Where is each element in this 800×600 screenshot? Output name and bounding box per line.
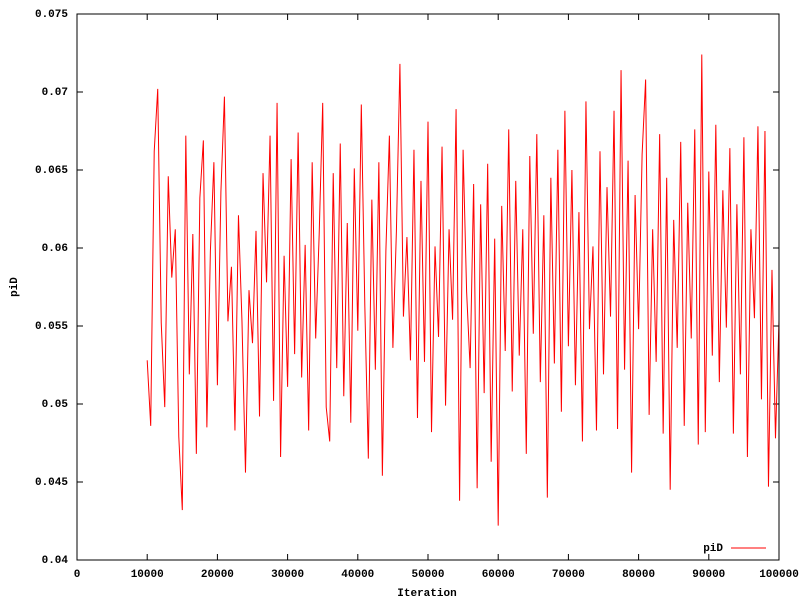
x-axis-label: Iteration [397, 588, 456, 600]
y-tick-label: 0.05 [42, 399, 69, 411]
x-tick-label: 70000 [552, 569, 585, 581]
y-tick-label: 0.07 [42, 87, 68, 99]
x-tick-label: 100000 [759, 569, 799, 581]
y-tick-label: 0.075 [35, 9, 68, 21]
y-tick-label: 0.04 [42, 555, 69, 567]
y-tick-label: 0.065 [35, 165, 68, 177]
y-tick-label: 0.06 [42, 243, 68, 255]
x-tick-label: 50000 [411, 569, 444, 581]
legend-label: piD [703, 543, 723, 555]
y-tick-label: 0.045 [35, 477, 68, 489]
data-line [146, 54, 780, 526]
x-tick-label: 40000 [341, 569, 374, 581]
x-tick-label: 0 [74, 569, 81, 581]
x-tick-label: 20000 [201, 569, 234, 581]
x-tick-label: 10000 [131, 569, 164, 581]
x-tick-label: 90000 [692, 569, 725, 581]
x-tick-label: 80000 [622, 569, 655, 581]
y-tick-label: 0.055 [35, 321, 68, 333]
y-axis-label: piD [9, 277, 21, 297]
x-tick-label: 30000 [271, 569, 304, 581]
plot-border [76, 13, 780, 561]
x-tick-label: 60000 [482, 569, 515, 581]
